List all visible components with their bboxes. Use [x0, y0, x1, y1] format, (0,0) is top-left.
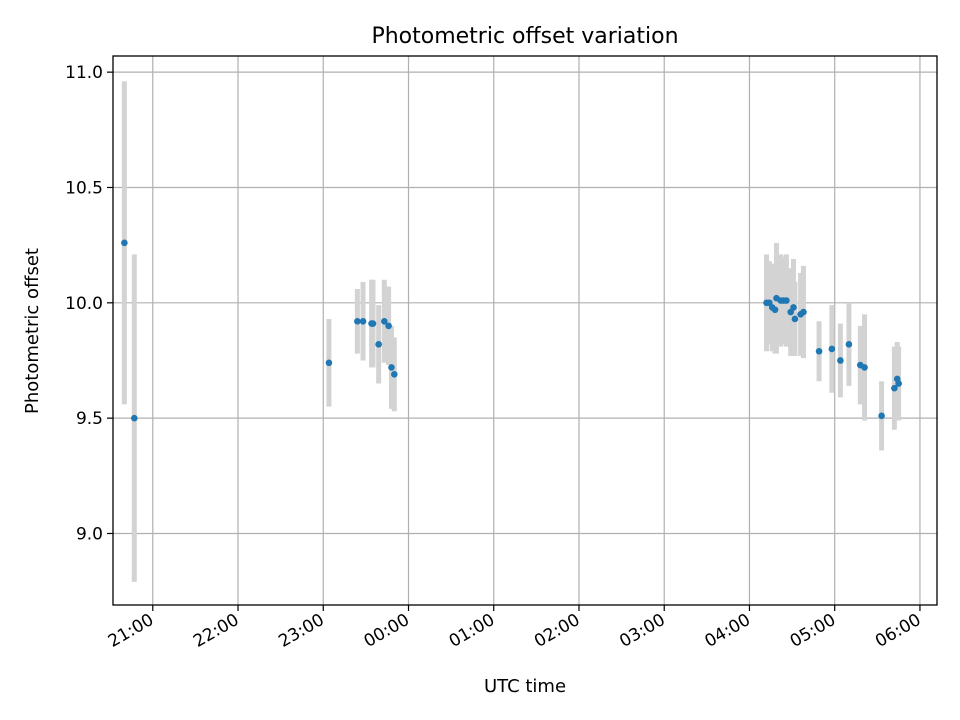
data-point — [375, 341, 382, 348]
y-tick-label: 10.0 — [65, 294, 103, 314]
data-point — [790, 304, 797, 311]
data-point — [861, 364, 868, 371]
y-axis-label: Photometric offset — [22, 248, 43, 414]
data-point — [815, 347, 823, 355]
data-point — [121, 239, 128, 247]
data-point — [800, 308, 807, 316]
data-point — [891, 384, 898, 392]
grid — [113, 56, 937, 605]
data-point — [381, 317, 388, 325]
data-point — [895, 380, 902, 387]
data-point — [325, 359, 333, 367]
y-axis-ticks: 9.0 9.5 10.0 10.5 11.0 — [65, 63, 113, 544]
data-point — [783, 297, 790, 304]
data-points — [121, 239, 902, 422]
data-point — [845, 341, 853, 348]
y-tick-label: 9.0 — [76, 524, 103, 544]
y-tick-label: 11.0 — [65, 63, 103, 83]
y-tick-label: 9.5 — [76, 409, 103, 429]
data-point — [837, 357, 844, 364]
y-tick-label: 10.5 — [65, 178, 103, 198]
data-point — [388, 364, 395, 371]
chart-title: Photometric offset variation — [371, 24, 678, 49]
data-point — [771, 306, 779, 314]
data-point — [390, 371, 398, 378]
data-point — [791, 315, 799, 323]
data-point — [359, 317, 367, 325]
data-point — [369, 320, 377, 327]
data-point — [131, 414, 138, 422]
data-point — [385, 322, 392, 330]
data-point — [828, 345, 836, 353]
plot-frame — [112, 55, 938, 606]
data-point — [878, 412, 885, 420]
x-axis-label: UTC time — [484, 676, 566, 697]
data-point — [354, 317, 361, 325]
